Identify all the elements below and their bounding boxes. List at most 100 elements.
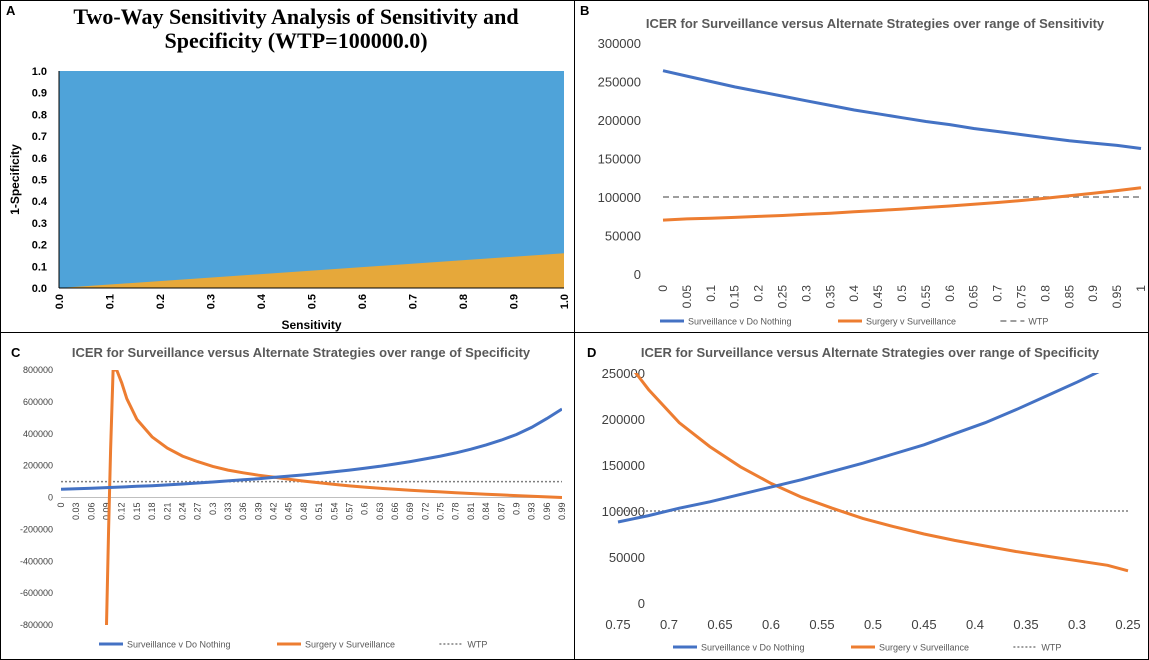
x-tick-label: 0.63 bbox=[375, 503, 385, 521]
x-tick-label: 0.45 bbox=[871, 285, 885, 309]
y-tick-label: 0 bbox=[634, 267, 641, 282]
x-tick-label: 0.9 bbox=[511, 503, 521, 516]
x-tick-label: 0.5 bbox=[307, 294, 319, 309]
y-tick-label: 200000 bbox=[23, 461, 53, 471]
y-tick-label: -800000 bbox=[20, 620, 53, 630]
x-tick-label: 0.65 bbox=[707, 617, 732, 632]
panel-d: D ICER for Surveillance versus Alternate… bbox=[574, 332, 1149, 660]
x-tick-label: 0.4 bbox=[966, 617, 984, 632]
y-tick-label: 0.3 bbox=[32, 218, 47, 230]
panel-label-b: B bbox=[580, 3, 590, 18]
x-tick-label: 1.0 bbox=[559, 294, 571, 309]
y-tick-label: 100000 bbox=[598, 190, 641, 205]
x-tick-label: 0.15 bbox=[132, 503, 142, 521]
y-tick-label: 0.2 bbox=[32, 240, 47, 252]
x-tick-label: 0.78 bbox=[451, 503, 461, 521]
x-tick-label: 0.03 bbox=[71, 503, 81, 521]
y-tick-label: 150000 bbox=[598, 152, 641, 167]
y-tick-label: 0 bbox=[638, 596, 645, 611]
c-legend-label: WTP bbox=[467, 640, 487, 650]
x-tick-label: 0.84 bbox=[481, 503, 491, 521]
y-tick-label: 150000 bbox=[602, 458, 645, 473]
chart-title-c: ICER for Surveillance versus Alternate S… bbox=[71, 345, 531, 360]
x-tick-label: 0.27 bbox=[193, 503, 203, 521]
y-tick-label: 0.7 bbox=[32, 131, 47, 143]
x-tick-label: 0 bbox=[56, 503, 66, 508]
y-tick-label: 600000 bbox=[23, 397, 53, 407]
y-tick-label: -200000 bbox=[20, 524, 53, 534]
x-tick-label: 0.15 bbox=[728, 285, 742, 309]
x-tick-label: 0 bbox=[656, 285, 670, 292]
x-tick-label: 0.1 bbox=[704, 285, 718, 302]
chart-title-b: ICER for Surveillance versus Alternate S… bbox=[645, 16, 1105, 31]
x-tick-label: 0.25 bbox=[1115, 617, 1140, 632]
x-tick-label: 0.51 bbox=[314, 503, 324, 521]
x-tick-label: 0.3 bbox=[1068, 617, 1086, 632]
panel-c: C ICER for Surveillance versus Alternate… bbox=[0, 332, 575, 660]
x-tick-label: 0.2 bbox=[155, 294, 167, 309]
y-tick-label: 200000 bbox=[598, 113, 641, 128]
x-tick-label: 0.45 bbox=[284, 503, 294, 521]
x-tick-label: 0.0 bbox=[54, 294, 66, 309]
d-legend-label: Surgery v Surveillance bbox=[879, 643, 969, 653]
x-tick-label: 0.4 bbox=[847, 285, 861, 302]
x-tick-label: 0.75 bbox=[1015, 285, 1029, 309]
x-tick-label: 0.21 bbox=[162, 503, 172, 521]
x-tick-label: 0.12 bbox=[117, 503, 127, 521]
x-tick-label: 0.81 bbox=[466, 503, 476, 521]
y-tick-label: 250000 bbox=[598, 75, 641, 90]
x-tick-label: 0.96 bbox=[542, 503, 552, 521]
x-axis-title: Sensitivity bbox=[281, 318, 341, 332]
x-tick-label: 0.5 bbox=[864, 617, 882, 632]
x-tick-label: 0.7 bbox=[991, 285, 1005, 302]
x-tick-label: 0.6 bbox=[943, 285, 957, 302]
region-upper bbox=[59, 71, 564, 288]
y-tick-label: 0 bbox=[48, 493, 53, 503]
x-tick-label: 0.6 bbox=[357, 294, 369, 309]
x-tick-label: 0.72 bbox=[420, 503, 430, 521]
x-tick-label: 0.24 bbox=[177, 503, 187, 521]
x-tick-label: 0.35 bbox=[823, 285, 837, 309]
x-tick-label: 0.39 bbox=[253, 503, 263, 521]
b-series-surgery-v-surveillance bbox=[662, 186, 1142, 222]
panel-label-c: C bbox=[11, 345, 21, 360]
panel-label-a: A bbox=[6, 3, 16, 18]
x-tick-label: 0.95 bbox=[1110, 285, 1124, 309]
x-tick-label: 0.65 bbox=[967, 285, 981, 309]
x-tick-label: 0.09 bbox=[102, 503, 112, 521]
y-tick-label: 0.5 bbox=[32, 175, 47, 187]
y-tick-label: 1.0 bbox=[32, 66, 47, 78]
x-tick-label: 0.4 bbox=[256, 293, 268, 309]
c-series-surveillance-v-do-nothing bbox=[61, 407, 562, 491]
d-series-surveillance-v-do-nothing bbox=[617, 373, 1100, 524]
y-tick-label: 400000 bbox=[23, 429, 53, 439]
x-tick-label: 0.3 bbox=[208, 503, 218, 516]
x-tick-label: 0.9 bbox=[1086, 285, 1100, 302]
panel-label-d: D bbox=[587, 345, 597, 360]
x-tick-label: 0.7 bbox=[660, 617, 678, 632]
y-tick-label: 250000 bbox=[602, 366, 645, 381]
y-tick-label: 50000 bbox=[605, 229, 641, 244]
c-series-surgery-v-surveillance bbox=[105, 370, 562, 625]
x-tick-label: 0.6 bbox=[360, 503, 370, 516]
x-tick-label: 0.7 bbox=[408, 294, 420, 309]
x-tick-label: 0.18 bbox=[147, 503, 157, 521]
y-tick-label: 0.4 bbox=[32, 196, 48, 208]
x-tick-label: 0.55 bbox=[809, 617, 834, 632]
x-tick-label: 0.2 bbox=[752, 285, 766, 302]
y-tick-label: 0.8 bbox=[32, 109, 47, 121]
chart-title-a: Two-Way Sensitivity Analysis of Sensitiv… bbox=[73, 4, 519, 53]
panel-a: A Two-Way Sensitivity Analysis of Sensit… bbox=[0, 0, 575, 333]
y-tick-label: 50000 bbox=[609, 550, 645, 565]
x-tick-label: 0.9 bbox=[509, 294, 521, 309]
d-legend-label: WTP bbox=[1041, 643, 1061, 653]
c-legend-label: Surveillance v Do Nothing bbox=[127, 640, 231, 650]
region-lower bbox=[59, 253, 564, 288]
x-tick-label: 0.6 bbox=[762, 617, 780, 632]
d-legend-label: Surveillance v Do Nothing bbox=[701, 643, 805, 653]
x-tick-label: 0.48 bbox=[299, 503, 309, 521]
x-tick-label: 0.8 bbox=[458, 294, 470, 309]
x-tick-label: 0.25 bbox=[776, 285, 790, 309]
y-tick-label: -400000 bbox=[20, 556, 53, 566]
x-tick-label: 0.75 bbox=[605, 617, 630, 632]
